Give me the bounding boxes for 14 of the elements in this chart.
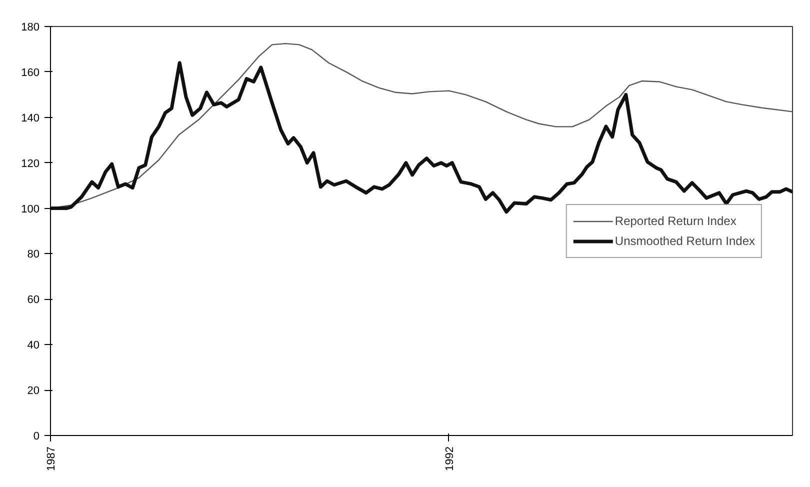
legend-label: Reported Return Index	[614, 214, 736, 228]
x-tick-label: 1987	[46, 446, 58, 471]
y-tick-label: 60	[27, 294, 40, 306]
y-tick-label: 160	[21, 66, 40, 79]
x-tick-label: 1992	[444, 446, 456, 471]
y-tick-label: 20	[27, 385, 40, 398]
legend-label: Unsmoothed Return Index	[614, 234, 755, 248]
y-tick-label: 40	[27, 340, 40, 352]
y-tick-label: 140	[21, 112, 40, 124]
y-tick-label: 100	[21, 203, 40, 216]
y-tick-label: 0	[33, 430, 40, 442]
y-tick-label: 120	[21, 158, 40, 170]
y-tick-label: 80	[27, 248, 40, 261]
y-tick-label: 180	[21, 22, 40, 34]
